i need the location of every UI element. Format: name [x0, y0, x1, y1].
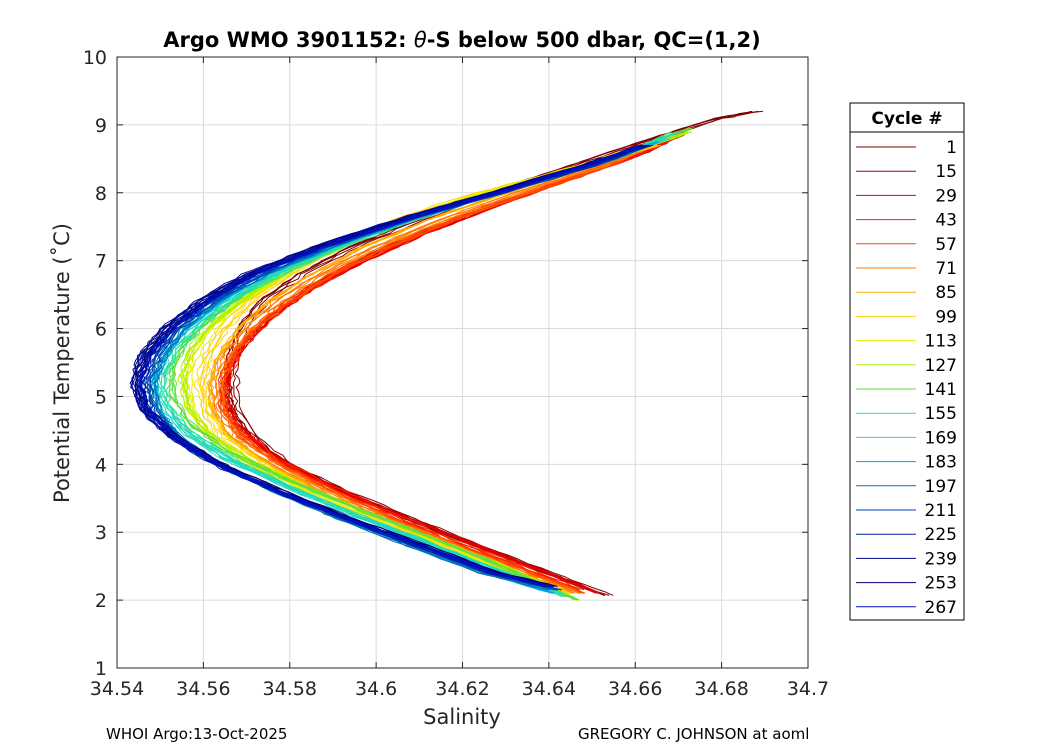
x-tick-label: 34.62 — [435, 678, 489, 700]
legend-label-29: 29 — [935, 186, 957, 206]
legend-title: Cycle # — [871, 109, 942, 129]
y-tick-label: 9 — [95, 115, 107, 137]
y-tick-label: 10 — [83, 47, 107, 69]
legend-label-127: 127 — [925, 356, 957, 376]
legend-label-57: 57 — [935, 235, 957, 255]
legend-label-71: 71 — [935, 259, 957, 279]
y-tick-label: 7 — [95, 251, 107, 273]
x-tick-label: 34.6 — [355, 678, 397, 700]
y-tick-label: 8 — [95, 183, 107, 205]
x-tick-label: 34.66 — [608, 678, 662, 700]
legend-label-169: 169 — [925, 428, 957, 448]
y-tick-label: 3 — [95, 522, 107, 544]
legend-label-15: 15 — [935, 162, 957, 182]
x-tick-label: 34.58 — [263, 678, 317, 700]
legend-label-99: 99 — [935, 307, 957, 327]
series-line-profile — [220, 144, 659, 594]
y-axis-ticks: 1 2 3 4 5 6 7 8 9 10 — [83, 47, 808, 680]
footer-source: WHOI Argo:13-Oct-2025 — [106, 725, 288, 743]
y-tick-label: 1 — [95, 658, 107, 680]
x-axis-label: Salinity — [423, 705, 501, 729]
x-tick-label: 34.68 — [694, 678, 748, 700]
x-tick-label: 34.54 — [90, 678, 144, 700]
y-axis-label: Potential Temperature (˚C) — [50, 223, 74, 503]
legend-label-267: 267 — [925, 598, 957, 618]
legend-label-113: 113 — [925, 332, 957, 352]
plot-area: 34.54 34.56 34.58 34.6 34.62 34.64 34.66 34.68 3… — [83, 47, 829, 700]
legend-label-197: 197 — [925, 477, 957, 497]
y-tick-label: 4 — [95, 454, 107, 476]
legend-label-85: 85 — [935, 283, 957, 303]
series-line-profile — [140, 144, 647, 587]
legend-label-253: 253 — [925, 574, 957, 594]
x-tick-label: 34.56 — [176, 678, 230, 700]
legend-label-183: 183 — [925, 453, 957, 473]
y-tick-label: 5 — [95, 386, 107, 408]
series-lines — [129, 110, 764, 601]
footer-author: GREGORY C. JOHNSON at aoml — [578, 725, 810, 743]
y-tick-label: 2 — [95, 590, 107, 612]
legend: Cycle # 1 15 29 43 57 71 85 99 113 127 141 155 169 18… — [849, 102, 965, 621]
x-tick-label: 34.7 — [787, 678, 829, 700]
y-tick-label: 6 — [95, 319, 107, 341]
legend-label-155: 155 — [925, 404, 957, 424]
series-line-profile — [221, 141, 663, 594]
legend-label-43: 43 — [935, 211, 957, 231]
legend-label-211: 211 — [925, 501, 957, 521]
legend-label-1: 1 — [946, 138, 957, 158]
legend-label-225: 225 — [925, 525, 957, 545]
series-line-profile — [135, 144, 640, 587]
legend-label-239: 239 — [925, 549, 957, 569]
x-axis-ticks: 34.54 34.56 34.58 34.6 34.62 34.64 34.66 34.68 3… — [90, 57, 829, 700]
x-tick-label: 34.64 — [522, 678, 576, 700]
legend-items: 1 15 29 43 57 71 85 99 113 127 141 155 169 183 197 211 2… — [856, 138, 957, 618]
legend-label-141: 141 — [925, 380, 957, 400]
chart-title: Argo WMO 3901152: θ-S below 500 dbar, QC… — [163, 28, 760, 52]
